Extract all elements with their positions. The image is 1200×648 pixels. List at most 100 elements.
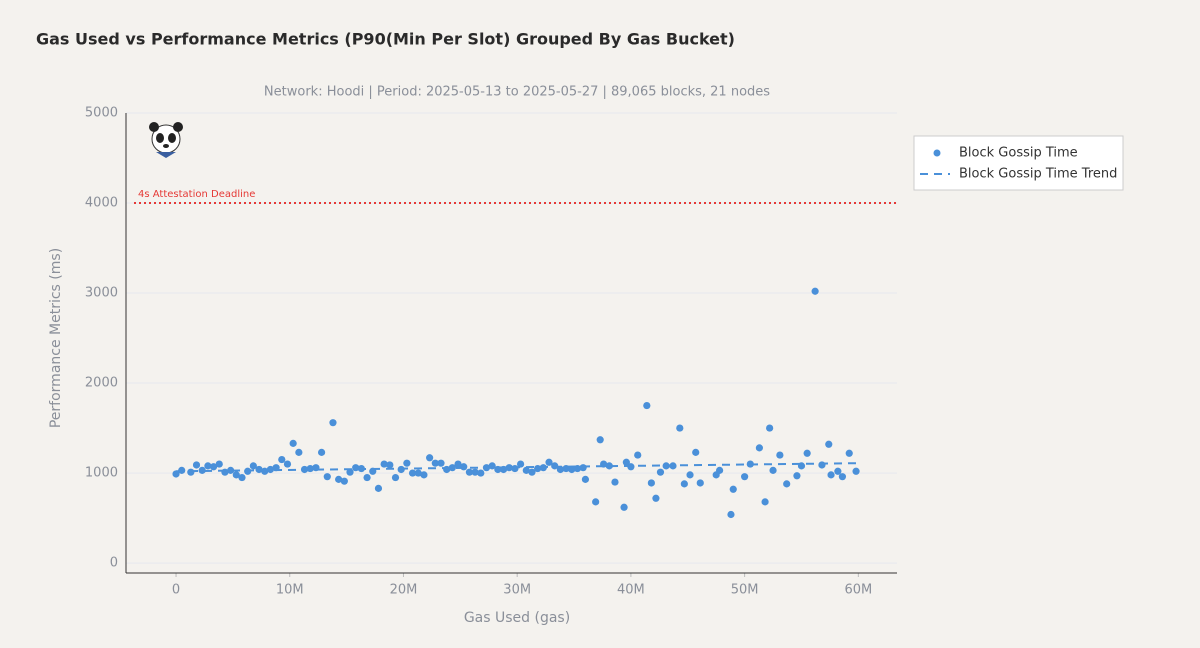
x-tick-label: 50M [731,583,759,598]
data-point [647,479,655,487]
deadline-label: 4s Attestation Deadline [138,189,255,200]
data-point [852,467,860,475]
data-point [680,480,688,488]
data-point [448,464,456,472]
data-point [676,424,684,432]
data-point [766,424,774,432]
data-point [834,467,842,475]
data-point [227,466,235,474]
y-tick-label: 3000 [85,286,118,301]
data-point [596,436,604,444]
data-point [420,471,428,479]
data-point [266,465,275,474]
data-point [426,454,434,462]
data-point [528,468,536,476]
data-point [811,287,819,295]
data-point [686,471,694,479]
data-point [793,472,801,480]
legend-box [913,135,1124,191]
data-point [516,460,525,468]
data-point [335,475,343,483]
data-point [317,448,326,456]
data-point [818,461,826,469]
y-tick-label: 5000 [85,106,118,121]
data-point [386,461,394,469]
y-tick-label: 0 [110,556,118,571]
data-point [289,439,297,447]
data-point [741,473,749,481]
data-point [238,473,246,482]
data-point [363,473,371,482]
data-point [838,473,847,481]
data-point [634,451,642,459]
data-point [323,473,331,481]
x-tick-label: 20M [390,583,418,598]
data-point [192,461,201,469]
data-point [215,460,223,468]
data-point [622,458,630,466]
data-point [374,484,383,492]
y-axis-label: Performance Metrics (ms) [48,248,64,428]
data-point [692,448,700,456]
data-point [592,498,600,506]
data-point [696,479,704,487]
data-point [803,449,811,457]
legend-swatch [933,149,941,157]
data-point [845,449,853,457]
data-point [454,460,462,468]
y-tick-label: 1000 [85,466,118,481]
data-point [522,466,530,474]
data-point [505,464,513,472]
data-point [232,471,240,479]
data-point [579,464,587,472]
data-point [295,448,303,456]
trend-line [176,462,859,473]
data-point [329,419,337,427]
x-tick-label: 40M [617,583,645,598]
data-point [209,463,218,471]
data-point [352,464,360,472]
y-tick-label: 4000 [85,196,118,211]
data-point [769,466,777,474]
x-axis-label: Gas Used (gas) [464,610,570,626]
data-point [460,463,468,471]
x-tick-label: 0 [172,583,180,598]
data-point [511,464,519,473]
x-tick-label: 60M [844,583,872,598]
data-point [477,469,485,477]
data-point [729,485,737,493]
data-point [776,451,784,459]
data-point [562,464,570,473]
legend-label: Block Gossip Time [959,146,1078,161]
data-point [534,464,542,473]
data-point [545,458,553,466]
data-point [620,503,628,511]
data-point [249,462,257,470]
data-point [255,465,263,474]
data-point [783,480,791,488]
data-point [346,468,354,476]
data-point [408,469,417,477]
data-point [278,455,286,464]
data-point [656,468,665,476]
data-point [727,510,735,519]
chart-subtitle: Network: Hoodi | Period: 2025-05-13 to 2… [264,85,770,100]
x-tick-label: 30M [503,583,531,598]
data-point [204,462,212,470]
data-point [827,471,835,479]
data-point [755,444,764,452]
data-point [652,494,660,502]
data-point [465,468,474,476]
data-point [761,498,769,506]
data-point [568,465,576,474]
data-point [716,466,724,474]
data-point [187,468,195,476]
data-point [414,469,422,477]
data-point [380,460,388,468]
data-point [403,459,411,467]
data-point [611,478,619,486]
data-point [283,460,292,468]
